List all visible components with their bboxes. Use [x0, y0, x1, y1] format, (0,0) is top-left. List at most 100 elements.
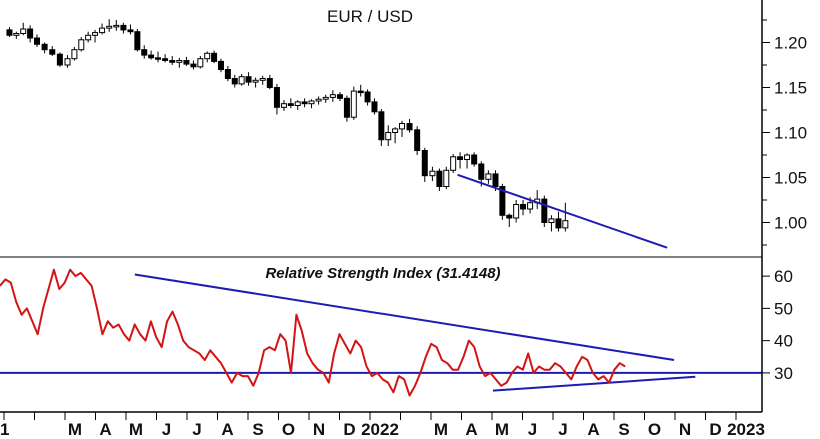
- x-tick-label: J: [528, 420, 537, 439]
- candle: [120, 22, 127, 34]
- rsi-panel: Relative Strength Index (31.4148) 60 50 40…: [0, 265, 793, 397]
- candle: [443, 166, 450, 190]
- candlestick-series: [6, 19, 569, 232]
- x-tick-label: S: [252, 420, 263, 439]
- candle: [204, 51, 211, 63]
- candle: [27, 25, 34, 43]
- x-tick-label: A: [221, 420, 233, 439]
- rsi-y-tick-label: 30: [774, 364, 793, 383]
- candle: [252, 77, 259, 88]
- candle: [457, 152, 464, 169]
- candle: [224, 65, 231, 82]
- candle: [217, 58, 224, 73]
- price-y-tick-label: 1.05: [774, 169, 807, 188]
- candle: [429, 166, 436, 182]
- rsi-chart-title: Relative Strength Index (31.4148): [265, 265, 500, 282]
- rsi-y-axis-ticks: 60 50 40 30: [762, 267, 793, 383]
- candle: [357, 84, 364, 97]
- candle: [364, 89, 371, 106]
- price-y-axis-ticks: 1.20 1.15 1.10 1.05 1.00: [762, 19, 807, 246]
- x-tick-label: J: [162, 420, 171, 439]
- candle: [485, 170, 492, 184]
- candle: [106, 19, 113, 32]
- candle: [287, 98, 294, 109]
- candle: [378, 109, 385, 146]
- x-tick-label: J: [558, 420, 567, 439]
- candle: [385, 125, 392, 146]
- candle: [308, 99, 315, 109]
- candle: [294, 100, 301, 110]
- candle: [49, 46, 56, 56]
- x-tick-label: 2023: [727, 420, 765, 439]
- candle: [113, 20, 120, 31]
- price-chart-title: EUR / USD: [327, 7, 413, 26]
- x-tick-label: O: [648, 420, 661, 439]
- candle: [211, 50, 218, 64]
- x-tick-label: 2022: [361, 420, 399, 439]
- candle: [238, 74, 245, 86]
- candle: [20, 22, 27, 36]
- candle: [64, 55, 71, 68]
- candle: [350, 86, 357, 120]
- x-tick-label: M: [495, 420, 509, 439]
- price-y-tick-label: 1.20: [774, 34, 807, 53]
- candle: [421, 147, 428, 182]
- x-tick-label: N: [679, 420, 691, 439]
- x-tick-label: M: [68, 420, 82, 439]
- candle: [315, 96, 322, 105]
- candle: [162, 54, 169, 63]
- candle: [245, 72, 252, 86]
- x-tick-label: O: [282, 420, 295, 439]
- candle: [406, 119, 413, 133]
- candle: [78, 37, 85, 52]
- x-tick-label: A: [99, 420, 111, 439]
- candle: [548, 215, 555, 232]
- candle: [506, 213, 513, 227]
- candle: [56, 52, 63, 67]
- candle: [169, 56, 176, 65]
- candle: [471, 152, 478, 167]
- x-tick-label: S: [618, 420, 629, 439]
- candle: [329, 90, 336, 102]
- candle: [436, 168, 443, 191]
- candle: [183, 56, 190, 66]
- candle: [190, 60, 197, 70]
- candle: [322, 94, 329, 103]
- x-tick-label: D: [343, 420, 355, 439]
- x-tick-label: D: [709, 420, 721, 439]
- candle: [71, 47, 78, 61]
- rsi-y-tick-label: 60: [774, 267, 793, 286]
- price-y-tick-label: 1.00: [774, 214, 807, 233]
- candle: [266, 74, 273, 90]
- rsi-series-line: [0, 268, 626, 397]
- x-tick-label: A: [465, 420, 477, 439]
- x-tick-label: A: [587, 420, 599, 439]
- price-panel: EUR / USD 1.20 1.15 1.10 1.05 1.00: [6, 7, 807, 249]
- price-support-trendline: [457, 173, 668, 249]
- rsi-lower-trendline: [492, 375, 696, 392]
- x-tick-label: M: [129, 420, 143, 439]
- rsi-y-tick-label: 50: [774, 299, 793, 318]
- candle: [273, 83, 280, 115]
- rsi-y-tick-label: 40: [774, 332, 793, 351]
- candle: [176, 57, 183, 68]
- candle: [155, 51, 162, 63]
- x-tick-label: M: [434, 420, 448, 439]
- candle: [541, 195, 548, 227]
- x-tick-label: N: [313, 420, 325, 439]
- candle: [197, 56, 204, 69]
- price-y-tick-label: 1.15: [774, 79, 807, 98]
- candle: [513, 200, 520, 223]
- price-y-tick-label: 1.10: [774, 124, 807, 143]
- candle: [6, 27, 13, 38]
- candle: [134, 29, 141, 52]
- candle: [148, 50, 155, 60]
- candle: [92, 29, 99, 43]
- candle: [280, 100, 287, 111]
- candle: [231, 74, 238, 88]
- time-x-axis: 1 M A M J J A S O N D 2022 M A M J J A S O N D 2023: [0, 412, 765, 439]
- candle: [41, 42, 48, 54]
- candle: [392, 127, 399, 144]
- candle: [85, 31, 92, 43]
